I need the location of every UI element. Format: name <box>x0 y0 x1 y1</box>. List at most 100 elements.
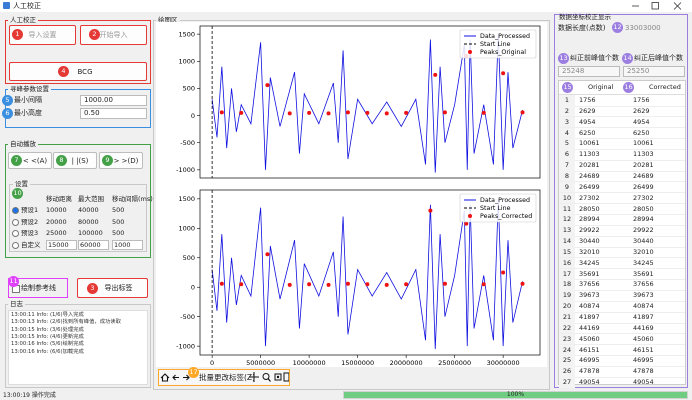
field-label: 最小间隔 <box>14 96 42 105</box>
column-header: 移动距离 <box>46 194 72 204</box>
row-rule <box>559 116 685 117</box>
column-header: 移动间隔(ms) <box>112 194 153 204</box>
original-cell: 35691 <box>579 269 600 279</box>
row-rule <box>559 225 685 226</box>
preset-value[interactable]: 60000 <box>78 240 109 250</box>
row-rule <box>559 312 685 313</box>
row-index: 27 <box>559 377 575 388</box>
preset-value: 40000 <box>78 205 99 215</box>
peak-marker <box>265 83 269 87</box>
row-index: 11 <box>559 204 575 215</box>
corrected-cell: 32010 <box>633 247 654 257</box>
group-title: 设置 <box>13 180 30 188</box>
original-cell: 32010 <box>579 247 600 257</box>
row-rule <box>559 138 685 139</box>
peak-marker <box>265 252 269 256</box>
peak-marker <box>482 111 486 115</box>
log-line: 13:00:16 Info: (5/6)绘制完成 <box>11 341 84 348</box>
row-rule <box>559 160 685 161</box>
corrected-cell: 44169 <box>633 323 654 333</box>
min-interval-input[interactable]: 1000.00 <box>80 95 147 106</box>
original-cell: 46151 <box>579 345 600 355</box>
button-label: > >(D) <box>114 157 139 165</box>
peak-marker <box>428 209 432 213</box>
row-rule <box>559 181 685 182</box>
preset-name: 预设3 <box>21 228 38 238</box>
row-index: 16 <box>559 258 575 269</box>
corrected-cell: 27302 <box>633 193 654 203</box>
row-index: 9 <box>559 182 575 193</box>
bcg-button[interactable]: BCG <box>9 62 147 81</box>
corrected-cell: 26499 <box>633 182 654 192</box>
radio[interactable] <box>12 219 19 226</box>
row-rule <box>559 149 685 150</box>
y-tick-label: -500 <box>180 313 195 321</box>
window-controls[interactable] <box>630 0 692 12</box>
radio[interactable] <box>12 230 19 237</box>
batch-label-button[interactable]: 批量更改标签(Z) <box>199 373 255 382</box>
peak-marker <box>288 283 292 287</box>
legend-marker <box>468 214 472 218</box>
y-tick-label: 1500 <box>178 30 195 38</box>
checkbox-label: 绘制参考线 <box>21 284 56 293</box>
after-label: 纠正后峰值个数 <box>634 54 683 63</box>
badge: 4 <box>58 66 69 77</box>
peak-marker <box>346 110 350 114</box>
original-cell: 6250 <box>579 128 596 138</box>
peak-marker <box>404 282 408 286</box>
preset-value: 25000 <box>46 228 67 238</box>
corrected-cell: 11303 <box>633 149 654 159</box>
row-index: 24 <box>559 345 575 356</box>
row-index: 13 <box>559 225 575 236</box>
row-rule <box>559 257 685 258</box>
original-cell: 44169 <box>579 323 600 333</box>
original-cell: 1756 <box>579 95 596 105</box>
peak-marker <box>288 111 292 115</box>
preset-name: 自定义 <box>21 240 41 250</box>
original-cell: 30440 <box>579 236 600 246</box>
peak-marker <box>521 110 525 114</box>
button-label: 导出标签 <box>105 283 133 293</box>
y-tick-label: 1000 <box>178 57 195 65</box>
peak-marker <box>404 111 408 115</box>
before-value: 25248 <box>558 66 620 77</box>
badge: 13 <box>558 53 569 64</box>
corrected-cell: 46151 <box>633 345 654 355</box>
original-cell: 41897 <box>579 312 600 322</box>
row-rule <box>559 247 685 248</box>
preset-value[interactable]: 1000 <box>112 240 143 250</box>
original-cell: 49054 <box>579 377 600 387</box>
badge: 12 <box>612 22 623 33</box>
corrected-cell: 29922 <box>633 225 654 235</box>
row-index: 1 <box>559 95 575 106</box>
badge: 1 <box>12 29 23 40</box>
row-index: 18 <box>559 279 575 290</box>
original-cell: 2629 <box>579 106 596 116</box>
preset-value: 100000 <box>78 228 103 238</box>
corrected-cell: 46995 <box>633 355 654 365</box>
corrected-cell: 6250 <box>633 128 650 138</box>
peak-marker <box>385 111 389 115</box>
tool-icons[interactable] <box>249 371 289 384</box>
row-rule <box>559 127 685 128</box>
row-rule <box>559 388 685 389</box>
original-cell: 11303 <box>579 149 600 159</box>
row-index: 12 <box>559 214 575 225</box>
button-label: 开始导入 <box>100 30 128 40</box>
radio[interactable] <box>12 242 19 249</box>
peak-marker <box>307 111 311 115</box>
y-tick-label: 0 <box>191 283 195 291</box>
row-index: 4 <box>559 128 575 139</box>
radio[interactable] <box>12 207 19 214</box>
status-message: 13:00:19 操作完成 <box>3 392 56 400</box>
original-cell: 46995 <box>579 355 600 365</box>
original-cell: 24689 <box>579 171 600 181</box>
badge: 16 <box>623 82 634 93</box>
preset-value[interactable]: 15000 <box>46 240 77 250</box>
original-cell: 20281 <box>579 160 600 170</box>
original-cell: 37656 <box>579 279 600 289</box>
row-index: 23 <box>559 334 575 345</box>
peak-marker <box>365 282 369 286</box>
min-height-input[interactable]: 0.50 <box>80 108 147 119</box>
row-rule <box>559 203 685 204</box>
